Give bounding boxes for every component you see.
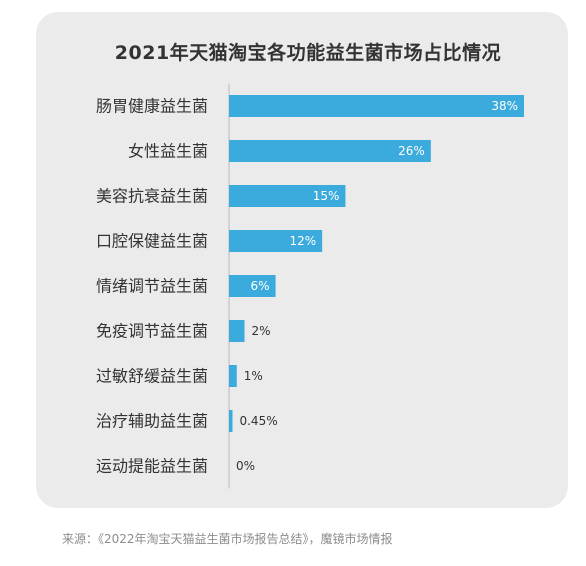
bar — [229, 185, 346, 207]
category-label: 美容抗衰益生菌 — [96, 187, 208, 206]
chart-card — [36, 12, 568, 508]
category-label: 肠胃健康益生菌 — [96, 97, 208, 116]
category-label: 运动提能益生菌 — [96, 457, 208, 476]
category-label: 情绪调节益生菌 — [96, 277, 208, 296]
bar — [229, 320, 245, 342]
bar — [229, 275, 276, 297]
category-label: 免疫调节益生菌 — [96, 322, 208, 341]
data-label: 26% — [398, 144, 425, 158]
category-label: 过敏舒缓益生菌 — [96, 367, 208, 386]
bar — [229, 410, 233, 432]
category-label: 治疗辅助益生菌 — [96, 412, 208, 431]
data-label: 38% — [491, 99, 518, 113]
data-label: 12% — [289, 234, 316, 248]
bar — [229, 230, 323, 252]
source-note: 来源：《2022年淘宝天猫益生菌市场报告总结》，魔镜市场情报 — [62, 532, 393, 546]
bar — [229, 95, 524, 117]
data-label: 0.45% — [239, 414, 277, 428]
bar — [229, 365, 237, 387]
chart-title: 2021年天猫淘宝各功能益生菌市场占比情况 — [114, 42, 502, 64]
bar — [229, 140, 431, 162]
category-label: 女性益生菌 — [128, 142, 208, 161]
data-label: 2% — [252, 324, 271, 338]
data-label: 15% — [313, 189, 340, 203]
data-label: 6% — [251, 279, 270, 293]
data-label: 0% — [236, 459, 255, 473]
category-label: 口腔保健益生菌 — [96, 232, 208, 251]
data-label: 1% — [244, 369, 263, 383]
